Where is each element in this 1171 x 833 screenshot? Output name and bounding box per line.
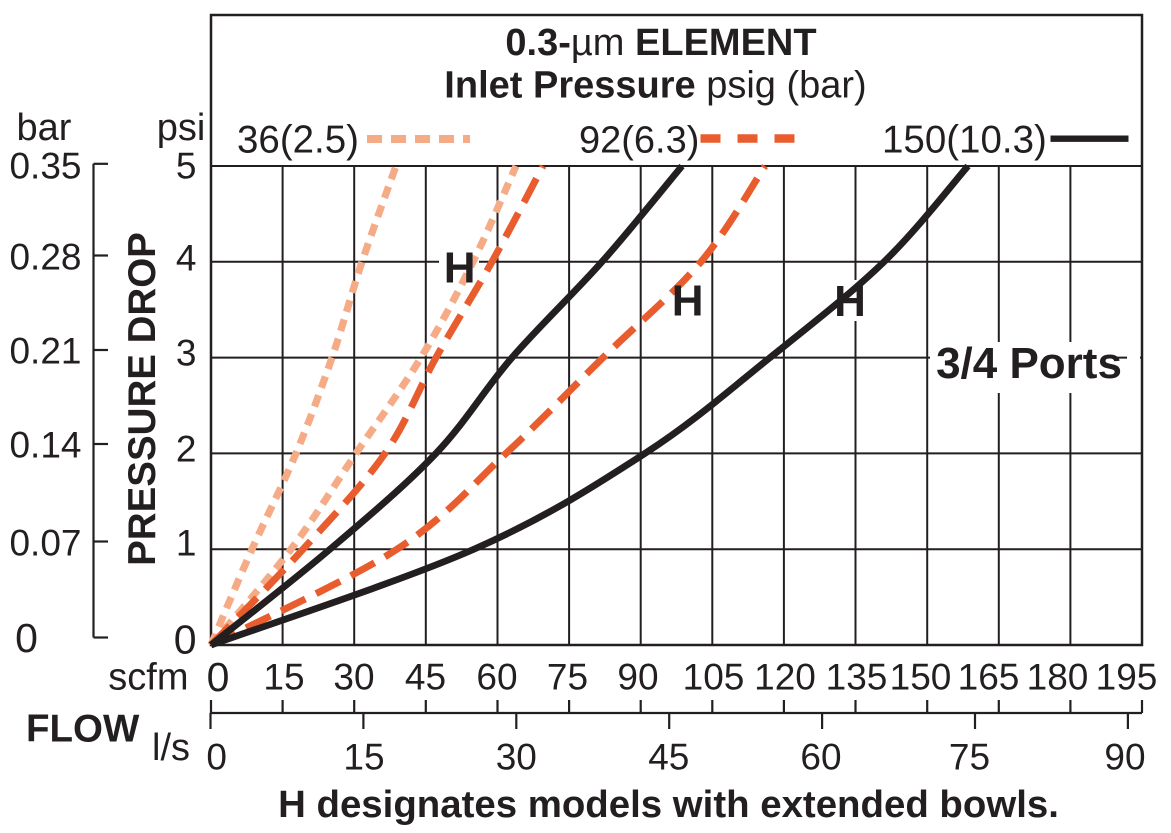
svg-text:120: 120 (754, 657, 816, 698)
svg-text:135: 135 (826, 657, 888, 698)
svg-text:PRESSURE DROP: PRESSURE DROP (121, 232, 164, 566)
svg-text:l/s: l/s (152, 727, 190, 769)
svg-text:H: H (672, 276, 704, 325)
svg-text:0.07: 0.07 (9, 523, 81, 564)
svg-text:H: H (834, 277, 866, 326)
svg-text:90: 90 (617, 657, 658, 698)
svg-text:H designates models with exten: H designates models with extended bowls. (278, 783, 1059, 826)
svg-text:0.35: 0.35 (9, 146, 81, 187)
svg-text:Inlet Pressure psig (bar): Inlet Pressure psig (bar) (444, 65, 866, 107)
svg-text:75: 75 (949, 737, 990, 778)
svg-text:30: 30 (496, 737, 537, 778)
svg-text:3: 3 (176, 333, 197, 374)
svg-text:92(6.3): 92(6.3) (579, 120, 699, 162)
svg-text:36(2.5): 36(2.5) (237, 119, 359, 162)
svg-text:psi: psi (157, 107, 206, 149)
svg-text:0.14: 0.14 (9, 425, 81, 466)
svg-text:2: 2 (176, 429, 197, 470)
svg-text:180: 180 (1027, 657, 1089, 698)
svg-text:150: 150 (890, 657, 952, 698)
svg-text:195: 195 (1096, 657, 1158, 698)
svg-text:5: 5 (176, 146, 197, 187)
svg-text:15: 15 (263, 657, 304, 698)
svg-text:0: 0 (206, 737, 227, 778)
svg-text:0: 0 (174, 617, 197, 663)
svg-text:45: 45 (648, 737, 689, 778)
svg-text:3/4 Ports: 3/4 Ports (936, 339, 1122, 388)
svg-text:scfm: scfm (108, 657, 188, 699)
svg-text:90: 90 (1104, 737, 1145, 778)
svg-text:0.28: 0.28 (9, 237, 81, 278)
svg-text:150(10.3): 150(10.3) (882, 119, 1047, 162)
svg-text:30: 30 (333, 657, 374, 698)
svg-text:1: 1 (176, 523, 197, 564)
svg-text:165: 165 (958, 657, 1020, 698)
svg-text:45: 45 (405, 657, 446, 698)
svg-text:0: 0 (207, 654, 230, 700)
svg-text:0.21: 0.21 (9, 331, 81, 372)
svg-text:0: 0 (15, 615, 38, 661)
svg-text:75: 75 (547, 657, 588, 698)
svg-text:0.3-µm ELEMENT: 0.3-µm ELEMENT (505, 22, 816, 64)
svg-text:bar: bar (17, 107, 72, 149)
svg-text:H: H (444, 243, 476, 292)
svg-text:60: 60 (476, 657, 517, 698)
svg-text:FLOW: FLOW (26, 708, 140, 751)
svg-text:105: 105 (683, 657, 745, 698)
svg-text:4: 4 (176, 238, 197, 279)
svg-text:60: 60 (800, 737, 841, 778)
svg-text:15: 15 (343, 737, 384, 778)
